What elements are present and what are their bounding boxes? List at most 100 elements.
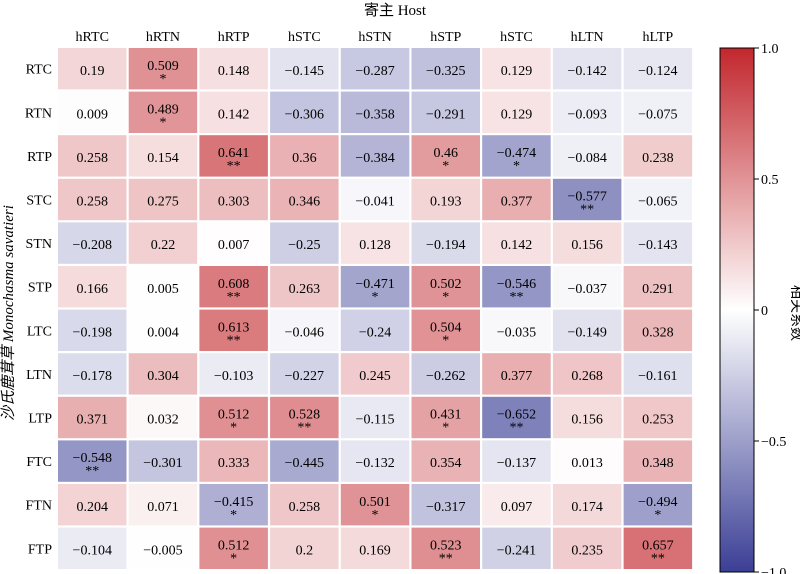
cell-value-label: −0.652 — [497, 408, 536, 423]
heatmap-cell — [340, 527, 410, 569]
heatmap-cell — [411, 91, 480, 133]
heatmap-cell — [58, 309, 127, 351]
cell-value-label: 0.268 — [571, 369, 603, 384]
cell-value-label: 0.613 — [218, 320, 250, 335]
cell-value-label: 0.238 — [642, 151, 674, 166]
heatmap-cell — [482, 309, 551, 351]
heatmap-cell — [482, 266, 551, 308]
cell-value-label: 0.071 — [147, 500, 179, 515]
row-label: LTC — [27, 324, 52, 339]
cell-value-label: 0.528 — [289, 408, 321, 423]
cell-value-label: −0.198 — [73, 325, 112, 340]
heatmap-cell — [340, 484, 410, 526]
colorbar-tick-label: 0 — [761, 304, 768, 319]
heatmap-cell — [623, 222, 693, 264]
heatmap-cell — [482, 222, 551, 264]
heatmap-cell — [482, 48, 551, 90]
row-label: LTN — [26, 368, 52, 383]
heatmap-cell — [128, 91, 198, 133]
heatmap-cell — [128, 135, 198, 177]
cell-value-label: −0.358 — [355, 107, 394, 122]
significance-mark: * — [230, 421, 237, 436]
row-label: FTP — [28, 542, 52, 557]
cell-value-label: −0.046 — [285, 325, 324, 340]
heatmap-cell — [128, 266, 198, 308]
heatmap-cell — [411, 309, 480, 351]
cell-value-label: −0.287 — [355, 64, 394, 79]
cell-value-label: 0.46 — [434, 146, 459, 161]
heatmap-cell — [623, 396, 693, 439]
heatmap-cell — [552, 48, 622, 90]
heatmap-cell — [199, 484, 268, 526]
cell-value-label: 0.129 — [501, 107, 533, 122]
significance-mark: * — [159, 115, 166, 130]
significance-mark: ** — [297, 421, 311, 436]
cell-value-label: 0.377 — [501, 195, 533, 210]
heatmap-cell — [128, 178, 198, 221]
significance-mark: ** — [439, 551, 453, 566]
heatmap-cell — [552, 309, 622, 351]
cell-value-label: 0.005 — [147, 282, 179, 297]
cell-value-label: −0.384 — [355, 151, 394, 166]
cell-value-label: −0.178 — [73, 369, 112, 384]
heatmap-cell — [552, 484, 622, 526]
heatmap-cell — [128, 48, 198, 90]
column-label: hSTP — [430, 30, 461, 45]
heatmap-cell — [199, 135, 268, 177]
cell-value-label: 0.148 — [218, 64, 250, 79]
significance-mark: * — [654, 508, 661, 523]
heatmap-cell — [270, 353, 339, 395]
cell-value-label: 0.328 — [642, 325, 674, 340]
significance-mark: * — [513, 159, 520, 174]
heatmap-cell — [340, 440, 410, 482]
heatmap-cell — [199, 91, 268, 133]
cell-value-label: 0.509 — [147, 59, 179, 74]
heatmap-cell — [623, 527, 693, 569]
colorbar: 1.0 0.5 0 −0.5 −1.0 — [719, 42, 786, 574]
heatmap-cell — [623, 135, 693, 177]
heatmap-cell — [340, 178, 410, 221]
heatmap-cell — [411, 178, 480, 221]
cell-value-label: −0.084 — [567, 151, 606, 166]
cell-value-label: −0.494 — [638, 495, 677, 510]
heatmap-cell — [270, 48, 339, 90]
heatmap-cell — [623, 309, 693, 351]
heatmap-cell — [482, 91, 551, 133]
heatmap-cell — [623, 48, 693, 90]
column-label: hRTP — [218, 30, 250, 45]
heatmap-cell — [58, 266, 127, 308]
heatmap-cell — [270, 440, 339, 482]
cell-value-label: 0.032 — [147, 413, 179, 428]
significance-mark: * — [159, 72, 166, 87]
heatmap-cell — [411, 222, 480, 264]
cell-value-label: −0.471 — [355, 277, 394, 292]
heatmap-cell — [128, 309, 198, 351]
cell-value-label: 0.502 — [430, 277, 462, 292]
heatmap-cell — [199, 178, 268, 221]
cell-value-label: −0.317 — [426, 500, 465, 515]
colorbar-tick-label: −0.5 — [761, 435, 786, 450]
heatmap-cell — [128, 353, 198, 395]
heatmap-cell — [58, 135, 127, 177]
row-label: RTN — [25, 106, 52, 121]
row-label: FTC — [26, 455, 52, 470]
cell-value-label: 0.333 — [218, 456, 250, 471]
cell-value-label: 0.641 — [218, 146, 250, 161]
cell-value-label: −0.065 — [638, 195, 677, 210]
heatmap-cell — [482, 135, 551, 177]
heatmap-cell — [128, 222, 198, 264]
cell-value-label: −0.415 — [214, 495, 253, 510]
cell-value-label: 0.245 — [359, 369, 391, 384]
significance-mark: ** — [509, 290, 523, 305]
cell-value-label: −0.194 — [426, 238, 465, 253]
heatmap-cell — [199, 48, 268, 90]
cell-value-label: 0.19 — [80, 64, 105, 79]
colorbar-tick-label: −1.0 — [761, 566, 786, 574]
cell-value-label: 0.304 — [147, 369, 179, 384]
cell-value-label: −0.143 — [638, 238, 677, 253]
heatmap-cell — [340, 353, 410, 395]
cell-value-label: −0.137 — [497, 456, 536, 471]
cell-value-label: 0.657 — [642, 538, 674, 553]
heatmap-cell — [552, 135, 622, 177]
